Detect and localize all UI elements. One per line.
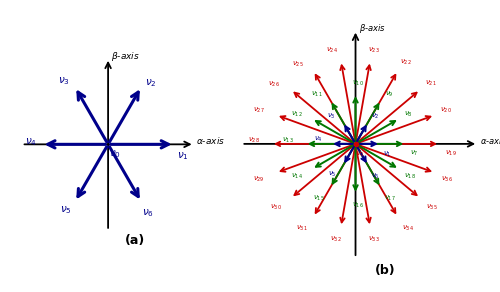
Text: $\nu_4$: $\nu_4$ xyxy=(314,135,322,144)
Text: $\nu_{29}$: $\nu_{29}$ xyxy=(254,175,265,184)
Text: $\nu_6$: $\nu_6$ xyxy=(370,171,380,180)
Text: $\nu_{20}$: $\nu_{20}$ xyxy=(440,106,452,115)
Text: $\nu_{36}$: $\nu_{36}$ xyxy=(441,175,452,184)
Text: $\nu_{19}$: $\nu_{19}$ xyxy=(445,149,457,158)
Text: $\nu_{31}$: $\nu_{31}$ xyxy=(296,223,307,233)
Text: $\nu_4$: $\nu_4$ xyxy=(25,136,37,147)
Text: $\beta$-axis: $\beta$-axis xyxy=(112,50,140,63)
Text: $\nu_{25}$: $\nu_{25}$ xyxy=(292,59,304,69)
Text: $\nu_8$: $\nu_8$ xyxy=(404,110,413,119)
Text: $\nu_{24}$: $\nu_{24}$ xyxy=(326,46,338,55)
Text: $\nu_1$: $\nu_1$ xyxy=(382,150,391,159)
Text: $\nu_7$: $\nu_7$ xyxy=(410,149,419,158)
Text: $\nu_{32}$: $\nu_{32}$ xyxy=(330,234,342,244)
Text: $\nu_{13}$: $\nu_{13}$ xyxy=(282,136,294,145)
Text: $\nu_{18}$: $\nu_{18}$ xyxy=(404,171,415,181)
Text: $\nu_{11}$: $\nu_{11}$ xyxy=(311,89,322,99)
Text: $\nu_{28}$: $\nu_{28}$ xyxy=(248,136,260,145)
Text: $\nu_{23}$: $\nu_{23}$ xyxy=(368,46,380,55)
Text: $\nu_{27}$: $\nu_{27}$ xyxy=(254,106,265,115)
Text: $\nu_{35}$: $\nu_{35}$ xyxy=(426,203,438,212)
Text: $\nu_{10}$: $\nu_{10}$ xyxy=(352,79,364,88)
Text: $\nu_{21}$: $\nu_{21}$ xyxy=(426,79,437,88)
Text: $\nu_3$: $\nu_3$ xyxy=(326,112,336,121)
Text: $\nu_{34}$: $\nu_{34}$ xyxy=(402,223,414,233)
Text: $\nu_{17}$: $\nu_{17}$ xyxy=(384,193,395,203)
Text: $\nu_{26}$: $\nu_{26}$ xyxy=(268,80,280,89)
Text: $\nu_0$: $\nu_0$ xyxy=(356,150,365,159)
Text: $\nu_{14}$: $\nu_{14}$ xyxy=(292,172,303,181)
Text: $\nu_{22}$: $\nu_{22}$ xyxy=(400,58,412,67)
Text: $\beta$-axis: $\beta$-axis xyxy=(359,22,386,34)
Text: $\nu_1$: $\nu_1$ xyxy=(176,150,188,161)
Text: $\nu_5$: $\nu_5$ xyxy=(60,204,72,216)
Text: $\nu_2$: $\nu_2$ xyxy=(370,112,379,121)
Text: $\nu_6$: $\nu_6$ xyxy=(142,207,154,219)
Text: $\nu_2$: $\nu_2$ xyxy=(145,77,156,89)
Text: $\nu_{12}$: $\nu_{12}$ xyxy=(290,110,302,119)
Text: $\alpha$-axis: $\alpha$-axis xyxy=(480,135,500,146)
Text: $\nu_{30}$: $\nu_{30}$ xyxy=(270,203,281,212)
Text: $\nu_5$: $\nu_5$ xyxy=(328,170,337,179)
Text: $\nu_{16}$: $\nu_{16}$ xyxy=(352,201,364,210)
Text: $\nu_0$: $\nu_0$ xyxy=(109,148,120,159)
Text: $\nu_9$: $\nu_9$ xyxy=(385,89,394,99)
Text: $\nu_3$: $\nu_3$ xyxy=(58,76,70,87)
Text: (b): (b) xyxy=(375,264,396,277)
Text: $\nu_{15}$: $\nu_{15}$ xyxy=(314,193,325,203)
Text: (a): (a) xyxy=(124,234,145,247)
Text: $\alpha$-axis: $\alpha$-axis xyxy=(196,135,225,146)
Text: $\nu_{33}$: $\nu_{33}$ xyxy=(368,234,380,244)
